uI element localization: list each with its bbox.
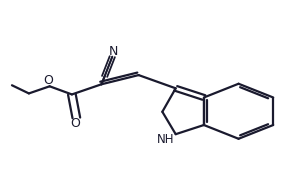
- Text: N: N: [109, 45, 119, 58]
- Text: O: O: [70, 117, 80, 130]
- Text: NH: NH: [156, 133, 174, 146]
- Text: O: O: [43, 74, 53, 87]
